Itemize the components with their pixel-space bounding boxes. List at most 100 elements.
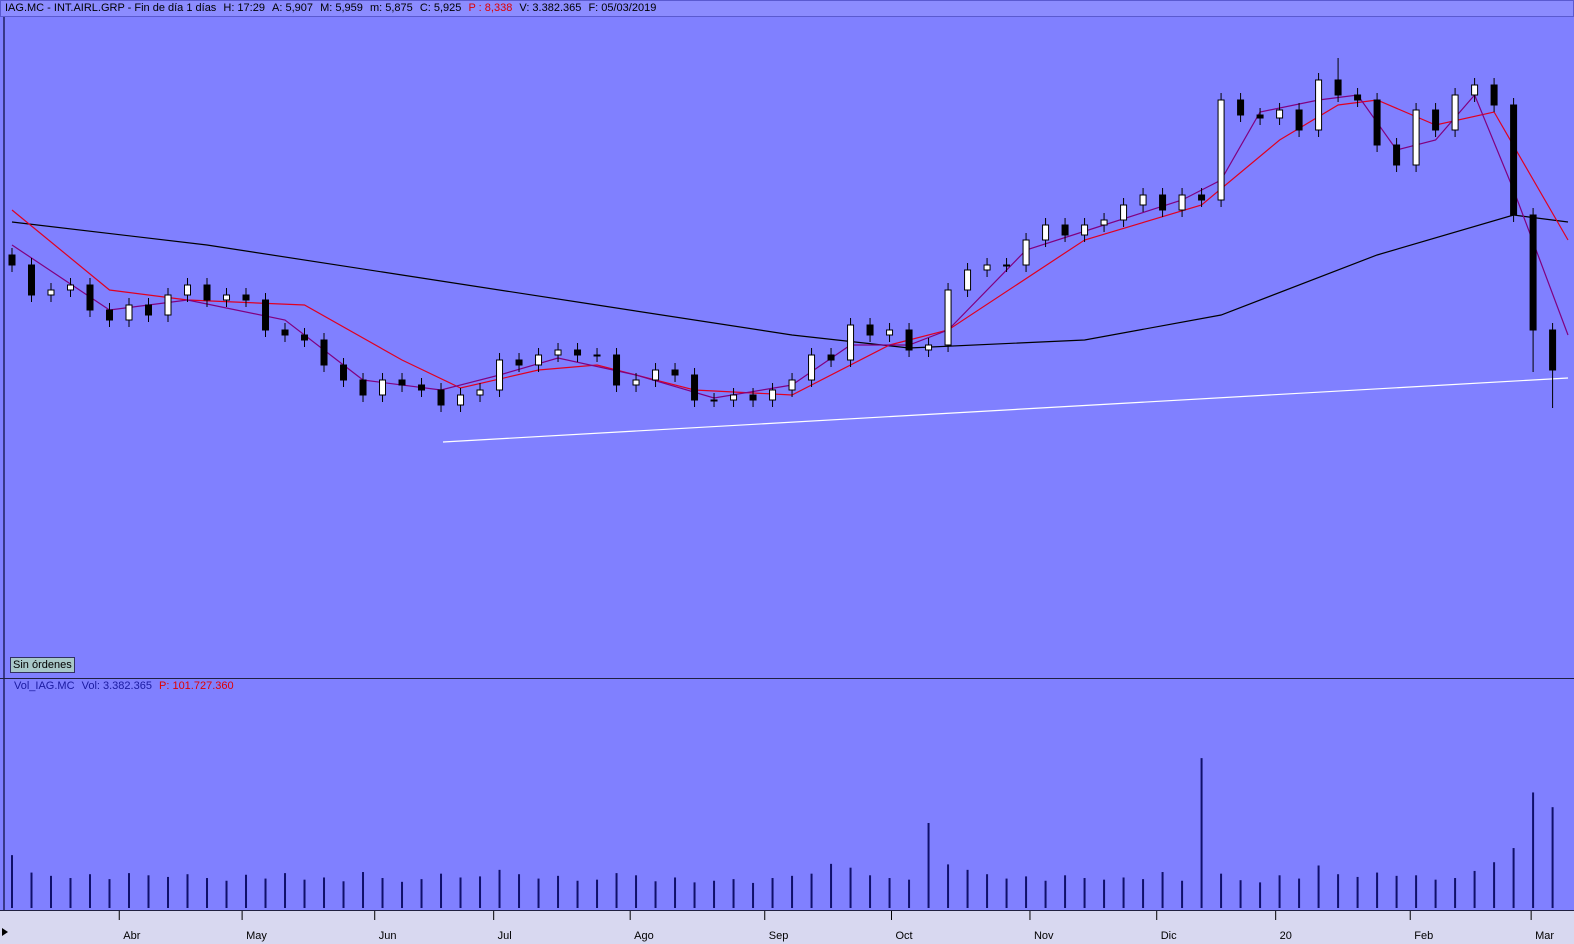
volume-bar [128,873,131,908]
volume-bar [1025,876,1028,908]
scroll-arrow[interactable] [2,928,8,936]
candle-body [671,369,679,376]
x-tick-label: Dic [1161,930,1177,942]
candle-body [964,269,972,291]
volume-bar [362,872,365,908]
candle-body [1549,329,1557,371]
volume-title: Vol_IAG.MC [14,680,75,692]
candle-body [1139,194,1147,206]
volume-bar [1317,865,1320,908]
x-tick-label: Nov [1034,930,1054,942]
volume-bar [1181,880,1184,908]
orders-button[interactable]: Sin órdenes [10,657,75,673]
volume-bar [147,875,150,908]
volume-subtitle: Vol: 3.382.365 [81,680,152,692]
highlight-field: P : 8,338 [468,2,513,14]
candle-body [1120,204,1128,221]
candle-body [905,329,913,351]
candle-body [418,384,426,391]
candle-body [242,294,250,301]
volume-bar [1239,880,1242,908]
field: M: 5,959 [320,2,363,14]
volume-bar [1064,875,1067,908]
volume-bar [1376,872,1379,908]
candle-body [1042,224,1050,241]
volume-bar [108,879,111,908]
volume-bar [1493,862,1496,908]
volume-bar [1122,877,1125,908]
volume-bar [1005,878,1008,908]
candle-body [476,389,484,396]
volume-header: Vol_IAG.MC Vol: 3.382.365 P: 101.727.360 [14,680,238,692]
volume-bar [479,876,482,908]
candle-body [223,294,231,301]
field: m: 5,875 [369,2,413,14]
volume-bar [615,873,618,908]
volume-bar [693,882,696,908]
candle-body [1412,109,1420,166]
candle-body [827,354,835,361]
volume-bar [869,875,872,908]
volume-bar [30,872,33,908]
volume-bar [1512,848,1515,908]
x-tick-label: Mar [1535,930,1554,942]
volume-bar [420,879,423,908]
candle-body [769,389,777,401]
volume-bar [1044,880,1047,908]
volume-bar [927,822,930,908]
x-tick-label: Jun [379,930,397,942]
candle-body [340,364,348,381]
volume-bar [206,878,209,908]
volume-bar [1454,878,1457,908]
volume-bar [791,875,794,908]
volume-bar [440,873,443,908]
volume-bar [888,878,891,908]
volume-bar [1395,875,1398,908]
candle-body [788,379,796,391]
volume-bar [69,878,72,908]
candle-body [886,329,894,336]
field: C: 5,925 [419,2,462,14]
indicator-line [11,99,1569,396]
volume-bar [1434,879,1437,908]
candle-body [554,349,562,356]
candle-body [281,329,289,336]
volume-bar [401,881,404,908]
volume-bar [986,874,989,908]
indicator-line [11,214,1569,349]
candle-body [1061,224,1069,236]
volume-bar [1298,878,1301,908]
volume-bar [284,873,287,908]
field: V: 3.382.365 [519,2,582,14]
volume-bar [830,863,833,908]
volume-bar [713,880,716,908]
volume-bar [1083,878,1086,908]
x-axis-strip [0,910,1574,944]
volume-bar [849,867,852,908]
volume-bar [635,875,638,908]
volume-bar [966,869,969,908]
x-tick-label: Jul [498,930,512,942]
volume-bar [186,874,189,908]
candle-body [983,264,991,271]
volume-bar [323,877,326,908]
candle-body [1003,264,1011,267]
volume-bar [1337,874,1340,908]
volume-bar [810,873,813,908]
candle-body [613,354,621,386]
volume-bar [1259,882,1262,908]
candle-body [320,339,328,366]
candle-body [1276,109,1284,119]
volume-annotation: P: 101.727.360 [159,680,234,692]
candle-body [27,264,35,296]
candle-body [1022,239,1030,266]
field: H: 17:29 [223,2,265,14]
x-tick-label: 20 [1280,930,1292,942]
candle-body [1159,194,1167,211]
field: A: 5,907 [272,2,314,14]
volume-bar [908,879,911,908]
volume-bar [771,878,774,908]
candle-body [66,284,74,291]
